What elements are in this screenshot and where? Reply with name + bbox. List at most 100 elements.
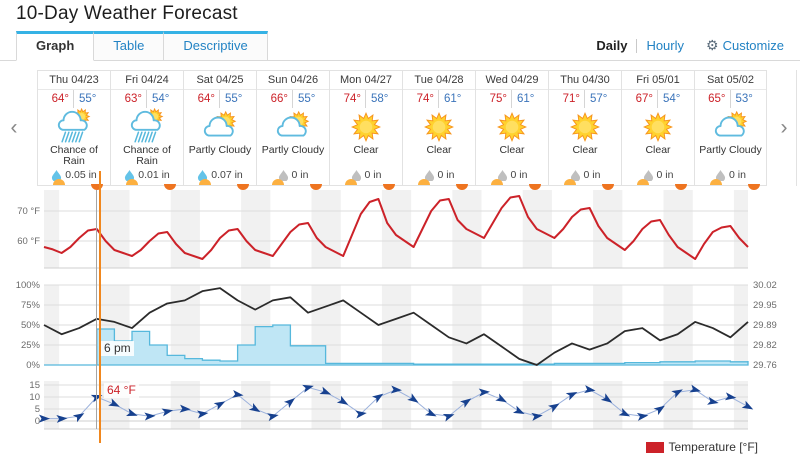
precip-amount: 0 in xyxy=(622,168,694,182)
clear-icon xyxy=(622,108,694,145)
customize-button[interactable]: ⚙ Customize xyxy=(706,37,784,54)
wind-direction-arrow xyxy=(671,389,683,399)
raindrop-icon xyxy=(424,169,434,181)
night-band xyxy=(100,190,130,268)
night-band xyxy=(44,190,60,268)
axis-tick-label: 100% xyxy=(16,280,41,291)
wind-direction-arrow xyxy=(390,385,402,394)
tab-graph[interactable]: Graph xyxy=(16,31,95,61)
chance-rain-icon xyxy=(111,107,183,145)
partly-cloudy-icon xyxy=(184,108,256,145)
precip-amount-value: 0 in xyxy=(510,169,528,181)
wind-direction-arrow xyxy=(407,393,419,403)
axis-tick-label: 30.02 xyxy=(753,280,777,291)
card-temps: 74° 58° xyxy=(330,90,402,108)
low-temp: 53° xyxy=(729,90,753,108)
wind-direction-arrow xyxy=(196,410,209,419)
night-band xyxy=(663,381,693,429)
raindrop-icon xyxy=(570,169,580,181)
sunset-icon xyxy=(383,184,395,190)
wind-direction-arrow xyxy=(460,398,472,408)
precip-amount-value: 0 in xyxy=(437,169,455,181)
chance-rain-glyph xyxy=(130,107,164,142)
wind-direction-arrow xyxy=(72,413,85,423)
condition-label: Clear xyxy=(645,145,671,156)
wind-direction-arrow xyxy=(56,414,68,423)
chevron-left-icon[interactable]: ‹ xyxy=(10,116,18,139)
day-card-thu-04-30[interactable]: Thu 04/30 71° 57° Clear 0 in xyxy=(548,70,621,190)
tab-descriptive[interactable]: Descriptive xyxy=(164,31,268,61)
wind-direction-arrow xyxy=(724,392,737,401)
day-card-sun-04-26[interactable]: Sun 04/26 66° 55° Partly Cloudy 0 in xyxy=(256,70,329,190)
night-band xyxy=(170,190,200,268)
clear-glyph xyxy=(497,111,527,142)
hourly-toggle[interactable]: Hourly xyxy=(646,38,685,53)
low-temp: 61° xyxy=(438,90,461,108)
low-temp: 58° xyxy=(365,90,388,108)
daily-toggle[interactable]: Daily xyxy=(596,38,628,53)
day-card-thu-04-23[interactable]: Thu 04/23 64° 55° Chance of Rain 0.05 in xyxy=(37,70,110,190)
wind-direction-arrow xyxy=(618,408,631,417)
sunrise-icon xyxy=(53,179,65,185)
tab-table[interactable]: Table xyxy=(94,31,165,61)
condition-label: Clear xyxy=(499,145,525,156)
card-day-label: Fri 05/01 xyxy=(622,71,694,90)
partly-cloudy-icon xyxy=(257,108,329,145)
day-card-mon-04-27[interactable]: Mon 04/27 74° 58° Clear 0 in xyxy=(329,70,402,190)
high-temp: 66° xyxy=(270,93,288,105)
partly-cloudy-glyph xyxy=(203,110,237,136)
sunset-icon xyxy=(529,184,541,190)
day-card-fri-05-01[interactable]: Fri 05/01 67° 54° Clear 0 in xyxy=(621,70,694,190)
wind-direction-arrow xyxy=(653,405,665,416)
precip-amount-value: 0 in xyxy=(583,169,601,181)
card-temps: 66° 55° xyxy=(257,90,329,108)
day-card-wed-04-29[interactable]: Wed 04/29 75° 61° Clear 0 in xyxy=(475,70,548,190)
card-day-label: Thu 04/30 xyxy=(549,71,621,90)
night-band xyxy=(733,381,748,429)
view-controls: Daily Hourly ⚙ Customize xyxy=(596,37,784,54)
raindrop-icon xyxy=(715,169,726,181)
card-day-label: Thu 04/23 xyxy=(38,71,110,90)
day-card-sat-05-02[interactable]: Sat 05/02 65° 53° Partly Cloudy 0 in xyxy=(694,70,767,190)
precip-amount-value: 0.07 in xyxy=(211,169,243,181)
wind-direction-arrow xyxy=(283,397,296,409)
card-temps: 71° 57° xyxy=(549,90,621,108)
chevron-right-icon[interactable]: › xyxy=(780,116,788,139)
temperature-swatch xyxy=(645,441,664,453)
sunset-icon xyxy=(748,184,760,190)
wind-direction-arrow xyxy=(707,396,719,405)
high-temp: 71° xyxy=(562,93,580,105)
day-card-tue-04-28[interactable]: Tue 04/28 74° 61° Clear 0 in xyxy=(402,70,475,190)
wind-direction-arrow xyxy=(600,393,613,403)
wind-direction-arrow xyxy=(161,408,174,417)
axis-tick-label: 10 xyxy=(29,392,40,403)
precip-amount: 0.05 in xyxy=(38,168,110,182)
sunrise-icon xyxy=(272,179,284,185)
sunset-icon xyxy=(456,184,468,190)
axis-tick-label: 5 xyxy=(35,404,40,415)
wind-direction-arrow xyxy=(125,408,138,416)
precip-amount: 0 in xyxy=(403,168,475,182)
day-card-sat-04-25[interactable]: Sat 04/25 64° 55° Partly Cloudy 0.07 in xyxy=(183,70,256,190)
sunrise-icon xyxy=(345,179,357,185)
next-card-edge xyxy=(796,70,797,186)
axis-tick-label: 70 °F xyxy=(17,206,40,217)
card-temps: 64° 55° xyxy=(38,90,110,108)
precip-amount: 0.07 in xyxy=(184,168,256,182)
sunrise-icon xyxy=(710,179,722,185)
night-band xyxy=(311,381,341,429)
condition-label: Clear xyxy=(353,145,379,156)
night-band xyxy=(170,381,200,429)
day-cards: Thu 04/23 64° 55° Chance of Rain 0.05 in Fri … xyxy=(37,70,767,190)
wind-direction-arrow xyxy=(319,386,332,395)
precip-amount: 0 in xyxy=(549,168,621,182)
clear-icon xyxy=(549,108,621,145)
wind-direction-arrow xyxy=(512,405,525,414)
card-temps: 67° 54° xyxy=(622,90,694,108)
sunrise-icon xyxy=(199,179,211,185)
gear-icon: ⚙ xyxy=(706,37,719,53)
clear-glyph xyxy=(570,111,600,142)
partly-cloudy-glyph xyxy=(714,110,747,136)
day-card-fri-04-24[interactable]: Fri 04/24 63° 54° Chance of Rain 0.01 in xyxy=(110,70,183,190)
